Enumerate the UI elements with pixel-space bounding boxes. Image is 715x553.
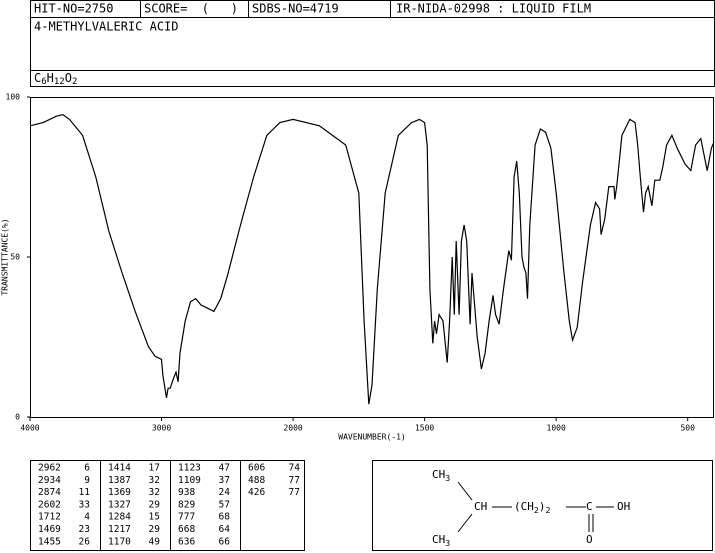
peak-transmittance: 77 xyxy=(289,475,300,486)
text-part: C xyxy=(586,500,593,513)
x-axis-label: WAVENUMBER(-1) xyxy=(338,433,405,442)
subscript: 3 xyxy=(445,538,450,548)
peak-transmittance: 17 xyxy=(149,463,160,474)
peak-transmittance: 29 xyxy=(149,499,161,510)
peak-transmittance: 29 xyxy=(149,524,161,535)
subscript: 2 xyxy=(72,77,77,87)
structure-hydroxyl: OH xyxy=(617,500,630,513)
peak-transmittance: 11 xyxy=(79,487,91,498)
peak-transmittance: 64 xyxy=(219,524,231,535)
subscript: 2 xyxy=(545,505,550,515)
text-part: (CH xyxy=(514,500,534,513)
peak-transmittance: 32 xyxy=(149,487,160,498)
peak-transmittance: 77 xyxy=(289,487,300,498)
peak-wavenumber: 1217 xyxy=(108,524,131,535)
y-axis-label: TRANSMITTANCE(%) xyxy=(1,218,10,295)
peak-transmittance: 74 xyxy=(289,463,301,474)
structure-carbon: C xyxy=(586,500,593,513)
y-tick-label: 50 xyxy=(10,253,20,262)
y-tick-label: 0 xyxy=(15,413,20,422)
x-tick-label: 1500 xyxy=(415,424,434,433)
text-part: C xyxy=(34,71,41,85)
text-part: O xyxy=(65,71,72,85)
peak-wavenumber: 1327 xyxy=(108,499,131,510)
header-box xyxy=(30,0,715,87)
x-tick-label: 500 xyxy=(680,424,695,433)
peak-wavenumber: 1414 xyxy=(108,463,131,474)
structure-box xyxy=(372,460,713,551)
peak-wavenumber: 829 xyxy=(178,499,195,510)
peak-transmittance: 9 xyxy=(84,475,90,486)
peak-wavenumber: 1123 xyxy=(178,463,201,474)
peak-transmittance: 47 xyxy=(219,463,230,474)
structure-chain: (CH2)2 xyxy=(514,500,550,515)
x-tick-label: 3000 xyxy=(152,424,171,433)
text-part: OH xyxy=(617,500,630,513)
peak-wavenumber: 1469 xyxy=(38,524,61,535)
text-part: H xyxy=(47,71,54,85)
spectrum-line xyxy=(29,113,715,405)
structure-oxygen: O xyxy=(586,533,593,546)
text-part: CH xyxy=(432,533,445,546)
peak-wavenumber: 606 xyxy=(248,463,265,474)
compound-name: 4-METHYLVALERIC ACID xyxy=(34,20,179,34)
peak-transmittance: 37 xyxy=(219,475,230,486)
hit-no: HIT-NO=2750 xyxy=(34,2,113,16)
peak-transmittance: 68 xyxy=(219,512,231,523)
structure-bonds xyxy=(457,481,614,533)
peak-wavenumber: 2934 xyxy=(38,475,61,486)
peak-table-box xyxy=(30,460,305,551)
peak-wavenumber: 668 xyxy=(178,524,195,535)
peak-transmittance: 66 xyxy=(219,536,231,547)
peak-transmittance: 24 xyxy=(219,487,231,498)
peak-wavenumber: 2962 xyxy=(38,463,61,474)
peak-wavenumber: 1455 xyxy=(38,536,61,547)
x-tick-label: 1000 xyxy=(547,424,566,433)
sdbs-no: SDBS-NO=4719 xyxy=(252,2,339,16)
peak-wavenumber: 1387 xyxy=(108,475,131,486)
peak-transmittance: 33 xyxy=(79,499,90,510)
structure-bottom: CH3 xyxy=(432,533,450,548)
text-part: O xyxy=(586,533,593,546)
peak-wavenumber: 488 xyxy=(248,475,265,486)
peak-wavenumber: 777 xyxy=(178,512,195,523)
peak-wavenumber: 1170 xyxy=(108,536,131,547)
text-part: CH xyxy=(432,468,445,481)
peak-wavenumber: 938 xyxy=(178,487,195,498)
subscript: 2 xyxy=(534,505,539,515)
peak-transmittance: 57 xyxy=(219,499,230,510)
peak-wavenumber: 1369 xyxy=(108,487,131,498)
subscript: 3 xyxy=(445,473,450,483)
x-tick-label: 4000 xyxy=(20,424,39,433)
peak-transmittance: 26 xyxy=(79,536,91,547)
formula: C6H12O2 xyxy=(34,71,77,87)
peak-transmittance: 6 xyxy=(84,463,90,474)
peak-transmittance: 49 xyxy=(149,536,161,547)
plot-frame xyxy=(30,97,714,418)
peak-wavenumber: 1284 xyxy=(108,512,131,523)
peak-transmittance: 4 xyxy=(84,512,90,523)
text-part: CH xyxy=(474,500,487,513)
peak-wavenumber: 426 xyxy=(248,487,265,498)
peak-wavenumber: 2602 xyxy=(38,499,61,510)
peak-transmittance: 32 xyxy=(149,475,160,486)
peak-wavenumber: 1712 xyxy=(38,512,61,523)
peak-wavenumber: 1109 xyxy=(178,475,201,486)
y-tick-label: 100 xyxy=(6,93,21,102)
text-part: ) xyxy=(539,500,546,513)
peak-transmittance: 15 xyxy=(149,512,160,523)
subscript: 6 xyxy=(41,77,46,87)
structure-middle: CH xyxy=(474,500,487,513)
peak-transmittance: 23 xyxy=(79,524,90,535)
score: SCORE= ( ) xyxy=(144,2,238,16)
peak-wavenumber: 636 xyxy=(178,536,195,547)
peak-wavenumber: 2874 xyxy=(38,487,61,498)
x-tick-label: 2000 xyxy=(283,424,302,433)
subscript: 12 xyxy=(54,77,65,87)
method: IR-NIDA-02998 : LIQUID FILM xyxy=(396,2,591,16)
structure-top: CH3 xyxy=(432,468,450,483)
